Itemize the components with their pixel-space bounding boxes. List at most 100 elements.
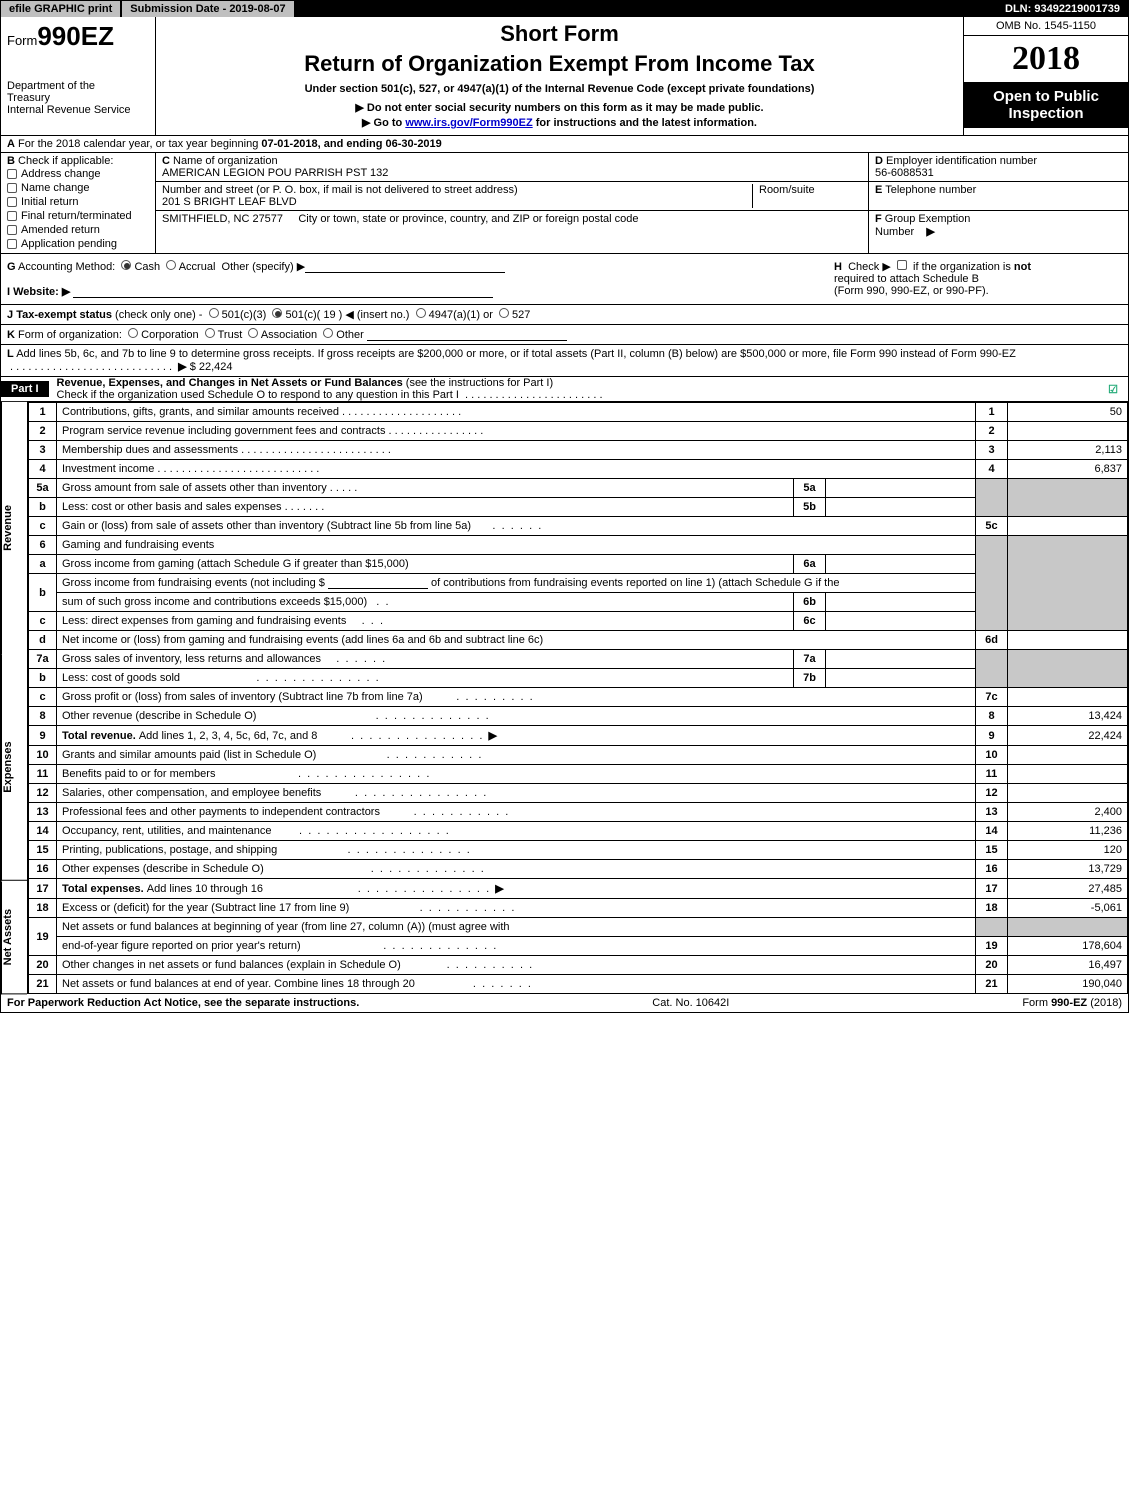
radio-cash[interactable] — [121, 260, 131, 270]
radio-other[interactable] — [323, 328, 333, 338]
line-1: 1Contributions, gifts, grants, and simil… — [29, 403, 1128, 422]
checkbox-h[interactable] — [897, 260, 907, 270]
dln: DLN: 93492219001739 — [997, 1, 1128, 17]
line-j: J Tax-exempt status (check only one) - 5… — [1, 305, 1128, 325]
footer-right: Form 990-EZ (2018) — [1022, 997, 1122, 1009]
radio-corp[interactable] — [128, 328, 138, 338]
radio-527[interactable] — [499, 308, 509, 318]
label-h: H — [834, 261, 842, 273]
line-l: L Add lines 5b, 6c, and 7b to line 9 to … — [1, 345, 1128, 377]
part-i-body: Revenue Expenses Net Assets 1Contributio… — [1, 402, 1128, 994]
j-text: Tax-exempt status — [16, 309, 112, 321]
k-o4: Other — [336, 329, 364, 341]
efile-print-button[interactable]: efile GRAPHIC print — [1, 1, 122, 17]
line-5a: 5aGross amount from sale of assets other… — [29, 479, 1128, 498]
line-7c: cGross profit or (loss) from sales of in… — [29, 688, 1128, 707]
checkbox-icon[interactable] — [7, 169, 17, 179]
k-o1: Corporation — [141, 329, 198, 341]
check-amended-return[interactable]: Amended return — [7, 223, 149, 237]
submission-date: Submission Date - 2019-08-07 — [122, 1, 293, 17]
radio-trust[interactable] — [205, 328, 215, 338]
g-other-input[interactable] — [305, 261, 505, 273]
j-o2: 501(c)( 19 ) ◀ (insert no.) — [285, 309, 409, 321]
b-item-2: Initial return — [21, 196, 78, 208]
a-text-pre: For the 2018 calendar year, or tax year … — [18, 138, 261, 150]
radio-501c[interactable] — [272, 308, 282, 318]
j-paren: (check only one) - — [115, 309, 202, 321]
line-6b: bGross income from fundraising events (n… — [29, 574, 1128, 593]
radio-assoc[interactable] — [248, 328, 258, 338]
note-goto-post: for instructions and the latest informat… — [533, 117, 757, 129]
checkbox-icon[interactable] — [7, 183, 17, 193]
checkbox-icon[interactable] — [7, 239, 17, 249]
line-7a: 7aGross sales of inventory, less returns… — [29, 650, 1128, 669]
check-initial-return[interactable]: Initial return — [7, 195, 149, 209]
h-not: not — [1014, 261, 1031, 273]
arrow-icon: ▶ — [926, 226, 934, 238]
b-item-5: Application pending — [21, 238, 117, 250]
part-i-check-text: Check if the organization used Schedule … — [57, 389, 459, 401]
side-expenses: Expenses — [1, 655, 27, 881]
j-o4: 527 — [512, 309, 530, 321]
line-16: 16Other expenses (describe in Schedule O… — [29, 860, 1128, 879]
note-goto-pre: ▶ Go to — [362, 117, 405, 129]
line-19a: 19Net assets or fund balances at beginni… — [29, 918, 1128, 937]
dept-line2: Treasury — [7, 92, 149, 104]
form-990ez: 990EZ — [37, 21, 114, 51]
arrow-icon: ▶ — [178, 361, 186, 373]
section-def: D Employer identification number 56-6088… — [868, 153, 1128, 253]
radio-501c3[interactable] — [209, 308, 219, 318]
f-title: Group Exemption — [885, 213, 971, 225]
line-6c: cLess: direct expenses from gaming and f… — [29, 612, 1128, 631]
line-3: 3Membership dues and assessments . . . .… — [29, 441, 1128, 460]
k-other-input[interactable] — [367, 329, 567, 341]
label-i: I — [7, 286, 10, 298]
line-2: 2Program service revenue including gover… — [29, 422, 1128, 441]
line-18: 18Excess or (deficit) for the year (Subt… — [29, 899, 1128, 918]
open-line2: Inspection — [968, 105, 1124, 122]
label-j: J — [7, 309, 13, 321]
check-address-change[interactable]: Address change — [7, 167, 149, 181]
line-21: 21Net assets or fund balances at end of … — [29, 975, 1128, 994]
line-6b2: sum of such gross income and contributio… — [29, 593, 1128, 612]
g-other: Other (specify) ▶ — [222, 261, 306, 273]
line-13: 13Professional fees and other payments t… — [29, 803, 1128, 822]
page-footer: For Paperwork Reduction Act Notice, see … — [1, 994, 1128, 1012]
part-i-checkbox[interactable]: ☑ — [1098, 383, 1128, 396]
addr-label: Number and street (or P. O. box, if mail… — [162, 184, 752, 196]
check-name-change[interactable]: Name change — [7, 181, 149, 195]
checkbox-icon[interactable] — [7, 211, 17, 221]
form-number: Form990EZ — [7, 21, 149, 52]
part-i-paren: (see the instructions for Part I) — [406, 377, 553, 389]
b-item-1: Name change — [21, 182, 90, 194]
line-9: 9Total revenue. Add lines 1, 2, 3, 4, 5c… — [29, 726, 1128, 746]
form-header: Form990EZ Department of the Treasury Int… — [1, 17, 1128, 136]
return-title: Return of Organization Exempt From Incom… — [164, 51, 955, 77]
topbar: efile GRAPHIC print Submission Date - 20… — [1, 1, 1128, 17]
checkbox-icon[interactable] — [7, 225, 17, 235]
website-input[interactable] — [73, 286, 493, 298]
radio-accrual[interactable] — [166, 260, 176, 270]
label-f: F — [875, 213, 882, 225]
h-text4: (Form 990, 990-EZ, or 990-PF). — [834, 285, 989, 297]
line-6: 6Gaming and fundraising events — [29, 536, 1128, 555]
check-final-return[interactable]: Final return/terminated — [7, 209, 149, 223]
checkbox-icon[interactable] — [7, 197, 17, 207]
radio-4947[interactable] — [416, 308, 426, 318]
section-b: B Check if applicable: Address change Na… — [1, 153, 156, 253]
part-i-label: Part I — [1, 381, 49, 397]
part-i-title: Revenue, Expenses, and Changes in Net As… — [57, 377, 403, 389]
6b-amount-input[interactable] — [328, 577, 428, 589]
line-5c: cGain or (loss) from sale of assets othe… — [29, 517, 1128, 536]
c-title: Name of organization — [173, 155, 278, 167]
line-14: 14Occupancy, rent, utilities, and mainte… — [29, 822, 1128, 841]
k-o2: Trust — [218, 329, 243, 341]
note-ssn: ▶ Do not enter social security numbers o… — [164, 101, 955, 114]
addr-value: 201 S BRIGHT LEAF BLVD — [162, 196, 752, 208]
irs-link[interactable]: www.irs.gov/Form990EZ — [405, 117, 532, 129]
j-o1: 501(c)(3) — [222, 309, 267, 321]
part-i-header: Part I Revenue, Expenses, and Changes in… — [1, 377, 1128, 402]
line-10: 10Grants and similar amounts paid (list … — [29, 746, 1128, 765]
g-text: Accounting Method: — [18, 261, 115, 273]
check-application-pending[interactable]: Application pending — [7, 237, 149, 251]
